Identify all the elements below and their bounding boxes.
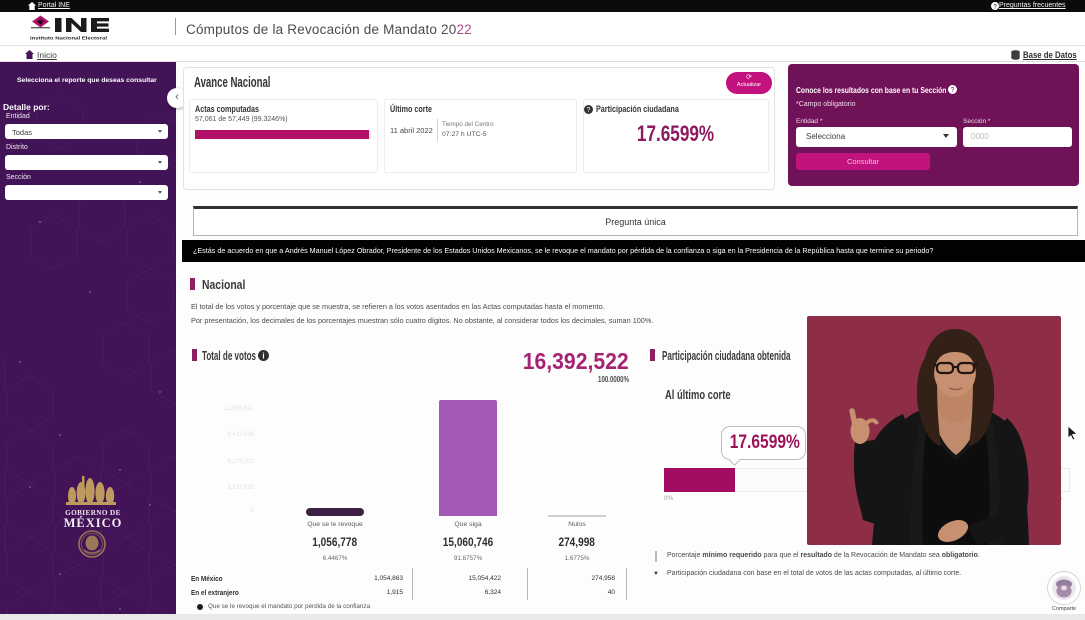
svg-text:?: ? [951,87,955,94]
svg-text:i: i [262,351,264,360]
svg-text:Instituto Nacional Electoral: Instituto Nacional Electoral [30,36,107,41]
svg-text:MÉXICO: MÉXICO [64,516,123,530]
svg-text:?: ? [993,4,997,10]
svg-text:?: ? [587,107,591,114]
svg-text:GOBIERNO DE: GOBIERNO DE [65,509,121,517]
